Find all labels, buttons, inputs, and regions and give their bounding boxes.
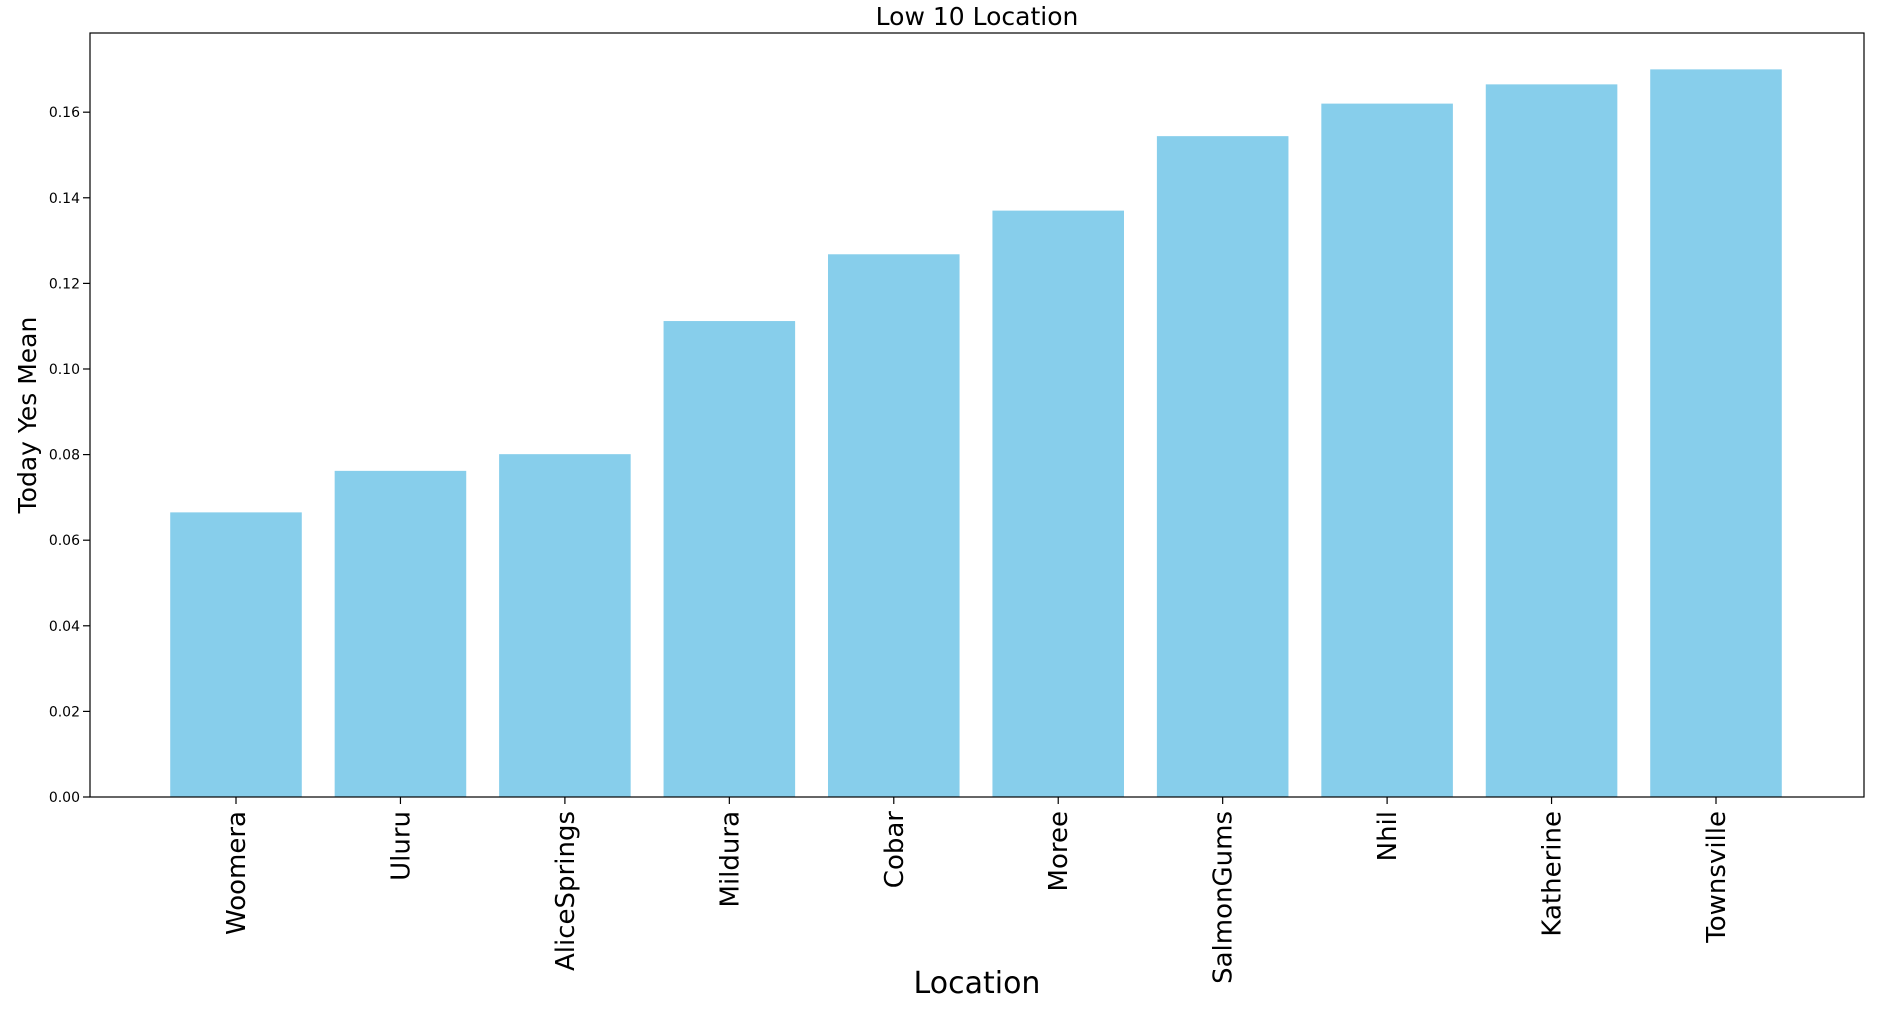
y-axis: 0.00 0.02 0.04 0.06 0.08 0.10 0.12 0.14 0.16 [49, 105, 90, 806]
x-tick-label: Woomera [222, 811, 252, 935]
bar-cobar [828, 254, 960, 797]
bar-salmongums [1156, 136, 1289, 797]
bar-woomera [170, 512, 302, 797]
x-tick-label: Cobar [880, 811, 910, 888]
bar-townsville [1650, 69, 1782, 797]
bar-nhil [1321, 103, 1453, 798]
y-tick-label: 0.12 [49, 276, 80, 292]
bar-mildura [663, 321, 796, 797]
y-tick-label: 0.02 [49, 704, 80, 720]
x-axis: Woomera Uluru AliceSprings Mildura Cobar More… [222, 797, 1732, 984]
bar-katherine [1485, 84, 1618, 798]
y-tick-label: 0.08 [49, 448, 80, 464]
x-tick-label: AliceSprings [551, 811, 581, 971]
y-tick-label: 0.10 [49, 362, 80, 378]
y-tick-label: 0.00 [49, 790, 80, 806]
bar-uluru [334, 470, 467, 797]
y-tick-label: 0.04 [49, 619, 80, 635]
bars-layer [170, 69, 1782, 798]
y-tick-label: 0.14 [49, 191, 80, 207]
bar-alicesprings [499, 454, 631, 797]
x-tick-label: Mildura [715, 811, 745, 907]
x-tick-label: Townsville [1702, 811, 1732, 944]
y-axis-label: Today Yes Mean [13, 317, 42, 515]
y-tick-label: 0.16 [49, 105, 80, 121]
bar-moree [992, 210, 1124, 797]
plot-frame [89, 32, 1865, 798]
chart-title: Low 10 Location [876, 2, 1079, 31]
x-axis-label: Location [914, 966, 1041, 1001]
x-tick-label: Katherine [1538, 811, 1568, 937]
x-tick-label: SalmonGums [1209, 811, 1239, 984]
y-tick-label: 0.06 [49, 533, 80, 549]
x-tick-label: Uluru [386, 811, 416, 881]
x-tick-label: Nhil [1373, 811, 1403, 861]
x-tick-label: Moree [1044, 811, 1074, 891]
